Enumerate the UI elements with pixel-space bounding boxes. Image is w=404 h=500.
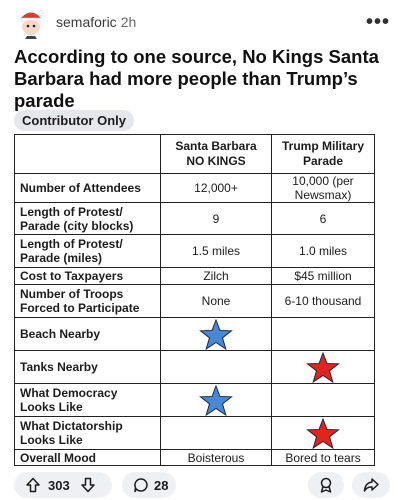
comparison-table-image[interactable]: Santa Barbara NO KINGS Trump Military Par… [14,134,375,467]
row-label: Length of Protest/ Parade (city blocks) [14,202,161,235]
trump-parade-value: 10,000 (per Newsmax) [271,173,375,203]
row-label: Tanks Nearby [14,350,161,384]
author-name[interactable]: semaforic [56,14,117,30]
trump-parade-value: 6 [271,202,375,235]
row-label: What Democracy Looks Like [14,383,161,417]
table-row: Tanks Nearby [14,350,375,384]
upvote-count: 303 [48,477,70,493]
table-header-row: Santa Barbara NO KINGS Trump Military Par… [14,134,375,174]
row-label: What Dictatorship Looks Like [14,416,161,450]
row-label: Cost to Taxpayers [14,267,161,285]
comment-count: 28 [154,477,169,493]
santa-barbara-cell [160,317,272,351]
comment-icon [134,478,148,493]
share-button[interactable] [352,472,390,498]
santa-barbara-value: 9 [160,202,272,235]
santa-barbara-value: 1.5 miles [160,234,272,268]
award-icon [320,477,332,493]
row-label: Length of Protest/ Parade (miles) [14,234,161,268]
trump-parade-value: Bored to tears [271,449,375,466]
santa-barbara-value: None [160,284,272,318]
comparison-table: Santa Barbara NO KINGS Trump Military Par… [14,134,375,466]
share-icon [363,478,379,492]
post-title[interactable]: According to one source, No Kings Santa … [14,46,379,111]
award-button[interactable] [308,472,344,498]
row-label: Number of Attendees [14,173,161,203]
row-label: Overall Mood [14,449,161,466]
upvote-icon[interactable] [25,477,41,493]
table-row: Number of Attendees 12,000+ 10,000 (per Ne… [14,173,375,203]
post-time: 2h [120,14,137,30]
more-options-button[interactable]: ••• [365,11,390,33]
red-star-icon [306,417,340,449]
red-star-icon [306,351,340,383]
table-row: What Democracy Looks Like [14,383,375,417]
santa-barbara-value [160,350,272,384]
blue-star-icon [199,384,233,416]
post-actions-bar: 303 28 [0,470,404,500]
table-row: Overall Mood Boisterous Bored to tears [14,449,375,466]
row-label: Number of Troops Forced to Participate [14,284,161,318]
trump-parade-value: $45 million [271,267,375,285]
table-row: What Dictatorship Looks Like [14,416,375,450]
header-trump-parade: Trump Military Parade [271,134,375,174]
trump-parade-value [271,317,375,351]
vote-control: 303 [14,472,112,498]
table-row: Cost to Taxpayers Zilch $45 million [14,267,375,285]
post-author-line: semaforic 2h [56,14,136,30]
trump-parade-value [271,383,375,417]
santa-barbara-value: Boisterous [160,449,272,466]
post-flair: Contributor Only [14,110,134,131]
row-label: Beach Nearby [14,317,161,351]
santa-barbara-value: 12,000+ [160,173,272,203]
comments-button[interactable]: 28 [122,472,176,498]
trump-parade-value: 1.0 miles [271,234,375,268]
blue-star-icon [199,318,233,350]
table-row: Beach Nearby [14,317,375,351]
header-santa-barbara: Santa Barbara NO KINGS [160,134,272,174]
table-row: Length of Protest/ Parade (miles) 1.5 mil… [14,234,375,268]
header-empty-cell [14,134,161,174]
user-avatar[interactable] [13,6,49,42]
trump-parade-cell [271,350,375,384]
santa-barbara-cell [160,383,272,417]
trump-parade-value: 6-10 thousand [271,284,375,318]
santa-barbara-value: Zilch [160,267,272,285]
table-row: Length of Protest/ Parade (city blocks) 9… [14,202,375,235]
trump-parade-cell [271,416,375,450]
table-row: Number of Troops Forced to Participate No… [14,284,375,318]
santa-barbara-value [160,416,272,450]
post-header: semaforic 2h ••• [0,0,404,46]
downvote-icon[interactable] [80,477,96,493]
